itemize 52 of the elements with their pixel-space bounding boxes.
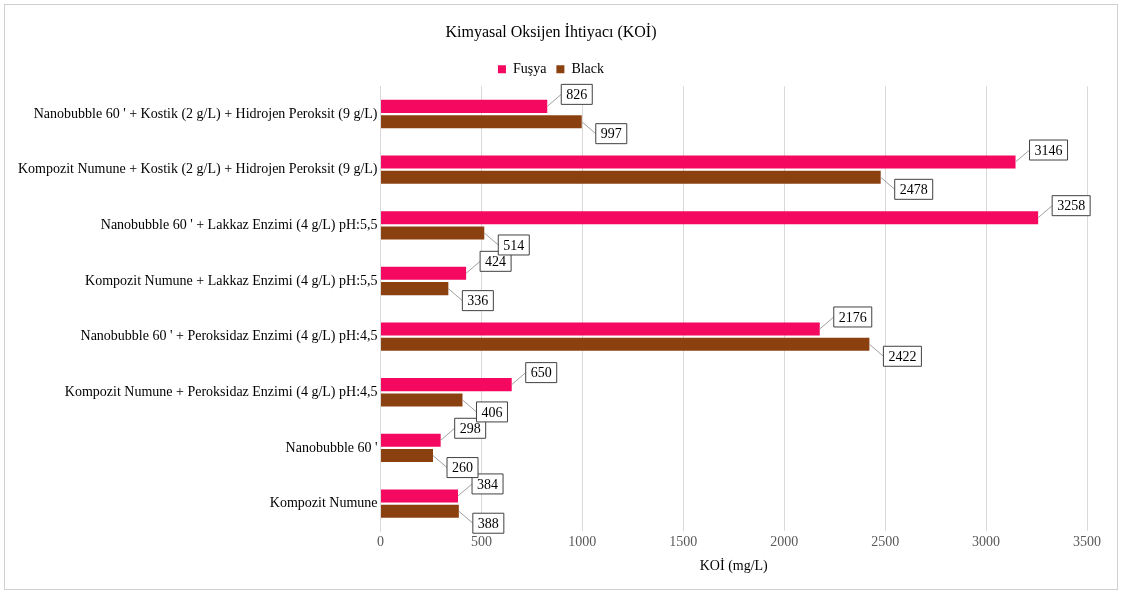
bar xyxy=(381,99,548,113)
x-tick-label: 1000 xyxy=(568,534,597,550)
bar xyxy=(381,266,467,280)
bar xyxy=(381,211,1039,225)
data-label: 650 xyxy=(530,365,552,381)
x-tick-label: 3500 xyxy=(1073,534,1101,550)
data-label: 260 xyxy=(452,460,473,476)
y-tick-label: Kompozit Numune xyxy=(269,495,378,511)
y-tick-label: Kompozit Numune + Kostik (2 g/L) + Hidrojen Peroksit (9 g/L) xyxy=(17,161,378,178)
bar xyxy=(381,504,459,518)
data-label: 3146 xyxy=(1034,142,1063,158)
bar xyxy=(381,226,485,240)
data-label: 2176 xyxy=(838,309,867,325)
data-label: 336 xyxy=(467,293,489,309)
y-tick-label: Nanobubble 60 ' + Kostik (2 g/L) + Hidrojen Peroksit (9 g/L) xyxy=(33,105,378,122)
bar xyxy=(381,155,1016,169)
bar xyxy=(381,115,582,129)
x-tick-label: 2000 xyxy=(770,534,799,550)
x-tick-label: 0 xyxy=(377,534,385,550)
x-tick-label: 3000 xyxy=(972,534,1001,550)
bar xyxy=(381,433,441,447)
bar xyxy=(381,393,463,407)
bar xyxy=(381,170,881,184)
data-label: 2478 xyxy=(899,182,928,197)
bar xyxy=(381,378,512,392)
x-tick-label: 1500 xyxy=(669,534,698,550)
y-tick-label: Kompozit Numune + Peroksidaz Enzimi (4 g/L) pH:4,5 xyxy=(64,383,378,400)
x-tick-label: 500 xyxy=(470,534,492,550)
data-label: 298 xyxy=(459,420,481,436)
bar xyxy=(381,282,449,296)
data-label: 826 xyxy=(566,87,588,103)
data-label: 388 xyxy=(477,515,499,531)
bar xyxy=(381,449,433,463)
data-label: 406 xyxy=(481,404,503,420)
x-tick-label: 2500 xyxy=(871,534,900,550)
bar xyxy=(381,322,820,336)
bar xyxy=(381,489,459,503)
y-tick-label: Nanobubble 60 ' xyxy=(285,439,378,455)
data-label: 2422 xyxy=(888,348,917,364)
legend-label: Black xyxy=(571,60,605,76)
data-label: 424 xyxy=(485,253,507,269)
legend-label: Fuşya xyxy=(512,60,548,76)
x-axis-title: KOİ (mg/L) xyxy=(699,558,769,575)
data-label: 3258 xyxy=(1057,198,1086,214)
data-label: 997 xyxy=(600,126,622,142)
y-tick-label: Kompozit Numune + Lakkaz Enzimi (4 g/L) pH:5,5 xyxy=(85,272,378,289)
bar xyxy=(381,337,870,351)
chart-title: Kimyasal Oksijen İhtiyacı (KOİ) xyxy=(445,22,657,41)
data-label: 384 xyxy=(477,476,499,492)
y-tick-label: Nanobubble 60 ' + Lakkaz Enzimi (4 g/L) pH:5,5 xyxy=(100,217,378,233)
data-label: 514 xyxy=(503,237,525,253)
y-tick-label: Nanobubble 60 ' + Peroksidaz Enzimi (4 g/L) pH:4,5 xyxy=(80,328,378,345)
